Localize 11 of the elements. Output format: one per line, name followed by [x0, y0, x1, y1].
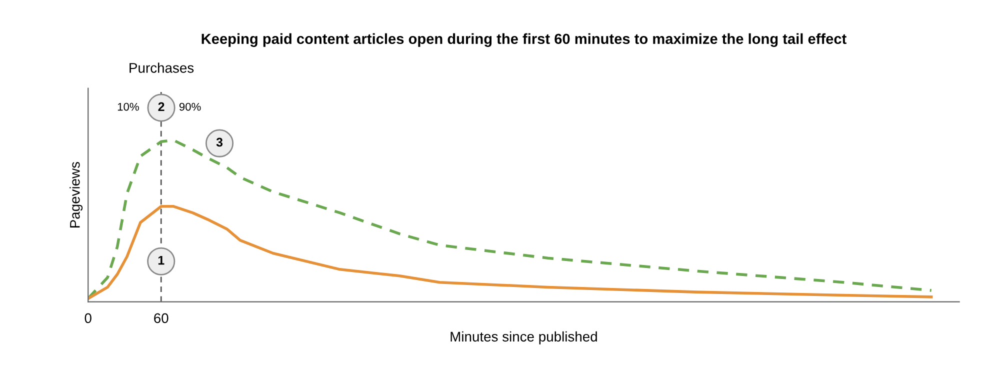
chart-title: Keeping paid content articles open during the first 60 minutes to maximize the long tail effect — [202, 33, 846, 47]
x-axis-title: Minutes since published — [450, 331, 597, 344]
x-tick-label: 60 — [154, 313, 168, 324]
x-tick-label: 0 — [84, 313, 92, 324]
y-axis-title: Pageviews — [70, 162, 83, 228]
text: 10% — [118, 102, 139, 111]
text: Purchases — [130, 62, 194, 73]
text: 90% — [179, 102, 201, 111]
text: 2 — [158, 102, 164, 111]
annotation: 3 — [216, 138, 223, 147]
annotation: 1 — [158, 256, 164, 265]
